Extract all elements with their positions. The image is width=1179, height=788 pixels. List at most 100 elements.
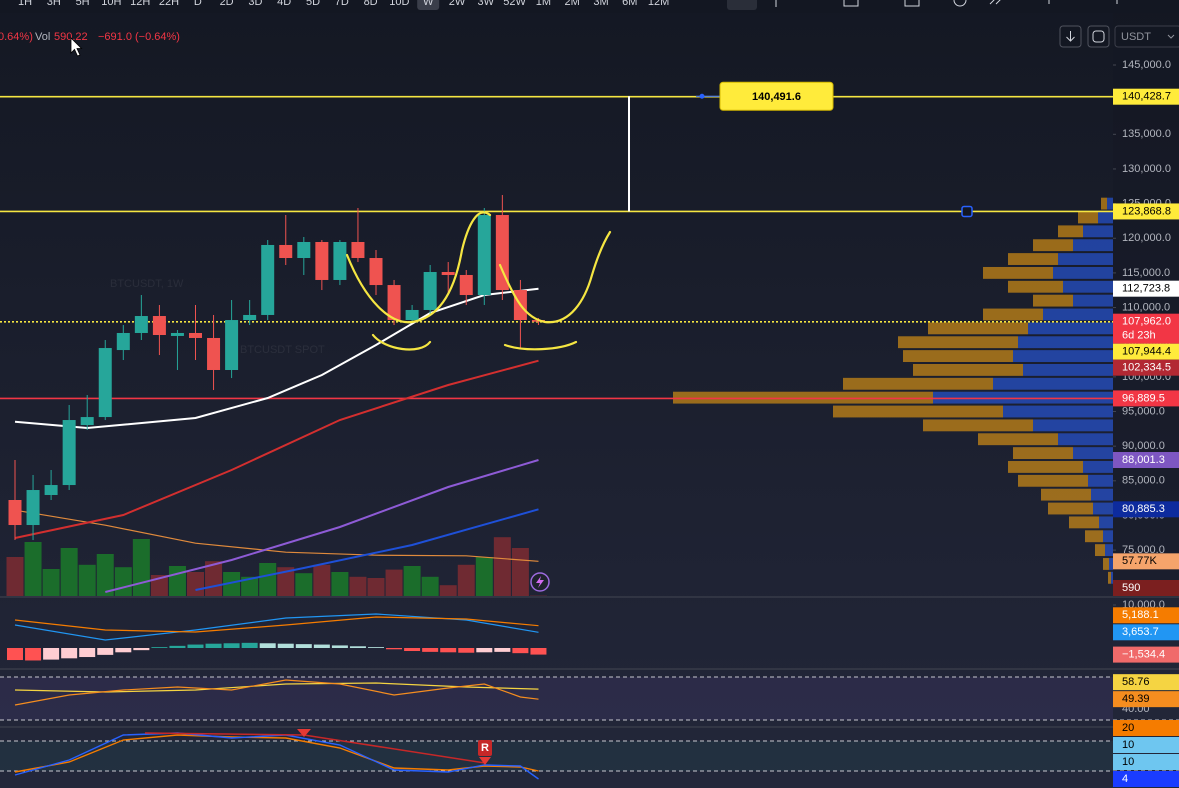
volume-value: 590.22 bbox=[54, 31, 88, 43]
replay-icon[interactable] bbox=[989, 0, 1002, 5]
volume-bar bbox=[78, 564, 96, 596]
volume-bar bbox=[439, 585, 457, 596]
currency-dropdown[interactable] bbox=[1114, 25, 1179, 48]
price-label-text: 107,944.4 bbox=[1122, 346, 1171, 358]
candle-body bbox=[8, 500, 22, 526]
indicator-label bbox=[1113, 646, 1179, 663]
profile-bar-blue bbox=[1033, 419, 1113, 432]
profile-bar-orange bbox=[1103, 558, 1109, 570]
interval-button[interactable]: 52W bbox=[503, 0, 526, 8]
interval-button[interactable]: 2M bbox=[565, 0, 580, 8]
price-tick-label: 110,000.0 bbox=[1122, 301, 1170, 313]
interval-button[interactable]: W bbox=[423, 0, 434, 8]
price-label bbox=[1113, 452, 1179, 469]
layout-icon[interactable] bbox=[843, 0, 859, 7]
price-label-text: 140,428.7 bbox=[1122, 91, 1171, 103]
macd-histogram-bar bbox=[277, 643, 294, 648]
volume-change: −691.0 (−0.64%) bbox=[98, 31, 180, 43]
interval-button[interactable]: 3D bbox=[248, 0, 262, 8]
profile-bar-orange bbox=[1085, 530, 1103, 543]
volume-bar bbox=[367, 578, 385, 596]
interval-button[interactable]: 3W bbox=[478, 0, 495, 8]
candle-body bbox=[80, 417, 94, 426]
volume-label-text: 590 bbox=[1122, 582, 1140, 594]
profile-bar-orange bbox=[913, 363, 1023, 376]
moving-average bbox=[195, 508, 539, 591]
indicator-label bbox=[1113, 624, 1179, 641]
profile-bar-blue bbox=[1109, 558, 1113, 570]
interval-button[interactable]: 5D bbox=[306, 0, 320, 8]
interval-button[interactable]: 22H bbox=[159, 0, 179, 8]
interval-button[interactable]: 4D bbox=[277, 0, 291, 8]
indicator-label-text: 4 bbox=[1122, 773, 1128, 785]
volume-bar bbox=[403, 566, 421, 596]
macd-histogram-bar bbox=[97, 648, 114, 655]
candle-body bbox=[26, 490, 40, 526]
interval-button[interactable]: 6M bbox=[622, 0, 637, 8]
interval-button[interactable]: 5H bbox=[76, 0, 90, 8]
profile-bar-orange bbox=[903, 350, 1013, 362]
profile-bar-blue bbox=[1098, 211, 1113, 224]
profile-bar-orange bbox=[1108, 571, 1111, 584]
profile-bar-orange bbox=[833, 405, 1003, 418]
profile-bar-orange bbox=[983, 266, 1053, 279]
signal-badge bbox=[478, 740, 492, 756]
fullscreen-button[interactable] bbox=[1087, 25, 1110, 48]
drag-handle[interactable] bbox=[961, 205, 973, 218]
indicator-label bbox=[1113, 674, 1179, 691]
price-label bbox=[1113, 501, 1179, 518]
interval-button[interactable]: 1M bbox=[536, 0, 551, 8]
interval-button[interactable]: 10D bbox=[389, 0, 409, 8]
alert-icon[interactable] bbox=[953, 0, 967, 7]
candle-body bbox=[207, 337, 221, 370]
profile-bar-blue bbox=[1091, 488, 1113, 501]
interval-button[interactable]: 12H bbox=[130, 0, 150, 8]
interval-button[interactable]: 7D bbox=[335, 0, 349, 8]
template-icon[interactable] bbox=[904, 0, 920, 7]
price-label-text: 80,885.3 bbox=[1122, 503, 1165, 515]
price-label bbox=[1113, 280, 1179, 297]
interval-button[interactable]: 1H bbox=[18, 0, 32, 8]
macd-histogram-bar bbox=[169, 645, 186, 648]
volume-bar bbox=[493, 537, 511, 596]
price-label-text: 107,962.0 bbox=[1122, 316, 1171, 328]
interval-button[interactable]: 3M bbox=[593, 0, 608, 8]
macd-histogram-bar bbox=[187, 644, 204, 648]
interval-button[interactable]: 3H bbox=[47, 0, 61, 8]
volume-bar bbox=[187, 572, 204, 596]
volume-bar bbox=[6, 557, 24, 596]
candle-body bbox=[44, 485, 58, 496]
candle-body bbox=[405, 309, 419, 321]
interval-button[interactable]: 8D bbox=[364, 0, 378, 8]
interval-button[interactable]: 2W bbox=[449, 0, 466, 8]
price-axis bbox=[1113, 12, 1179, 597]
moving-average bbox=[14, 359, 539, 539]
profile-bar-blue bbox=[1088, 474, 1113, 487]
dropdown-arrow bbox=[1167, 34, 1175, 39]
interval-button[interactable]: 10H bbox=[101, 0, 121, 8]
profile-bar-orange bbox=[1069, 516, 1099, 529]
volume-label-text: 57.77K bbox=[1122, 555, 1158, 567]
profile-bar-blue bbox=[1073, 447, 1113, 460]
signal-triangle bbox=[479, 757, 491, 765]
indicator-label bbox=[1113, 720, 1179, 736]
profile-bar-orange bbox=[1033, 294, 1073, 307]
candle-body bbox=[315, 242, 329, 280]
candle-body bbox=[459, 274, 473, 296]
profile-bar-blue bbox=[1058, 253, 1113, 265]
macd-histogram-bar bbox=[295, 644, 312, 648]
interval-button[interactable]: 12M bbox=[648, 0, 669, 8]
macd-histogram-bar bbox=[205, 643, 222, 648]
interval-button[interactable]: D bbox=[194, 0, 202, 8]
candle-body bbox=[495, 215, 509, 291]
price-tick-label: 145,000.0 bbox=[1122, 59, 1171, 71]
profile-bar-blue bbox=[1107, 197, 1113, 210]
candle-body bbox=[170, 332, 184, 336]
interval-button[interactable]: 2D bbox=[220, 0, 234, 8]
profile-bar-blue bbox=[1028, 322, 1113, 335]
volume-bar bbox=[241, 576, 259, 596]
chart-type-button[interactable] bbox=[727, 0, 757, 10]
indicator-label bbox=[1113, 754, 1179, 770]
macd-histogram-bar bbox=[476, 648, 493, 653]
